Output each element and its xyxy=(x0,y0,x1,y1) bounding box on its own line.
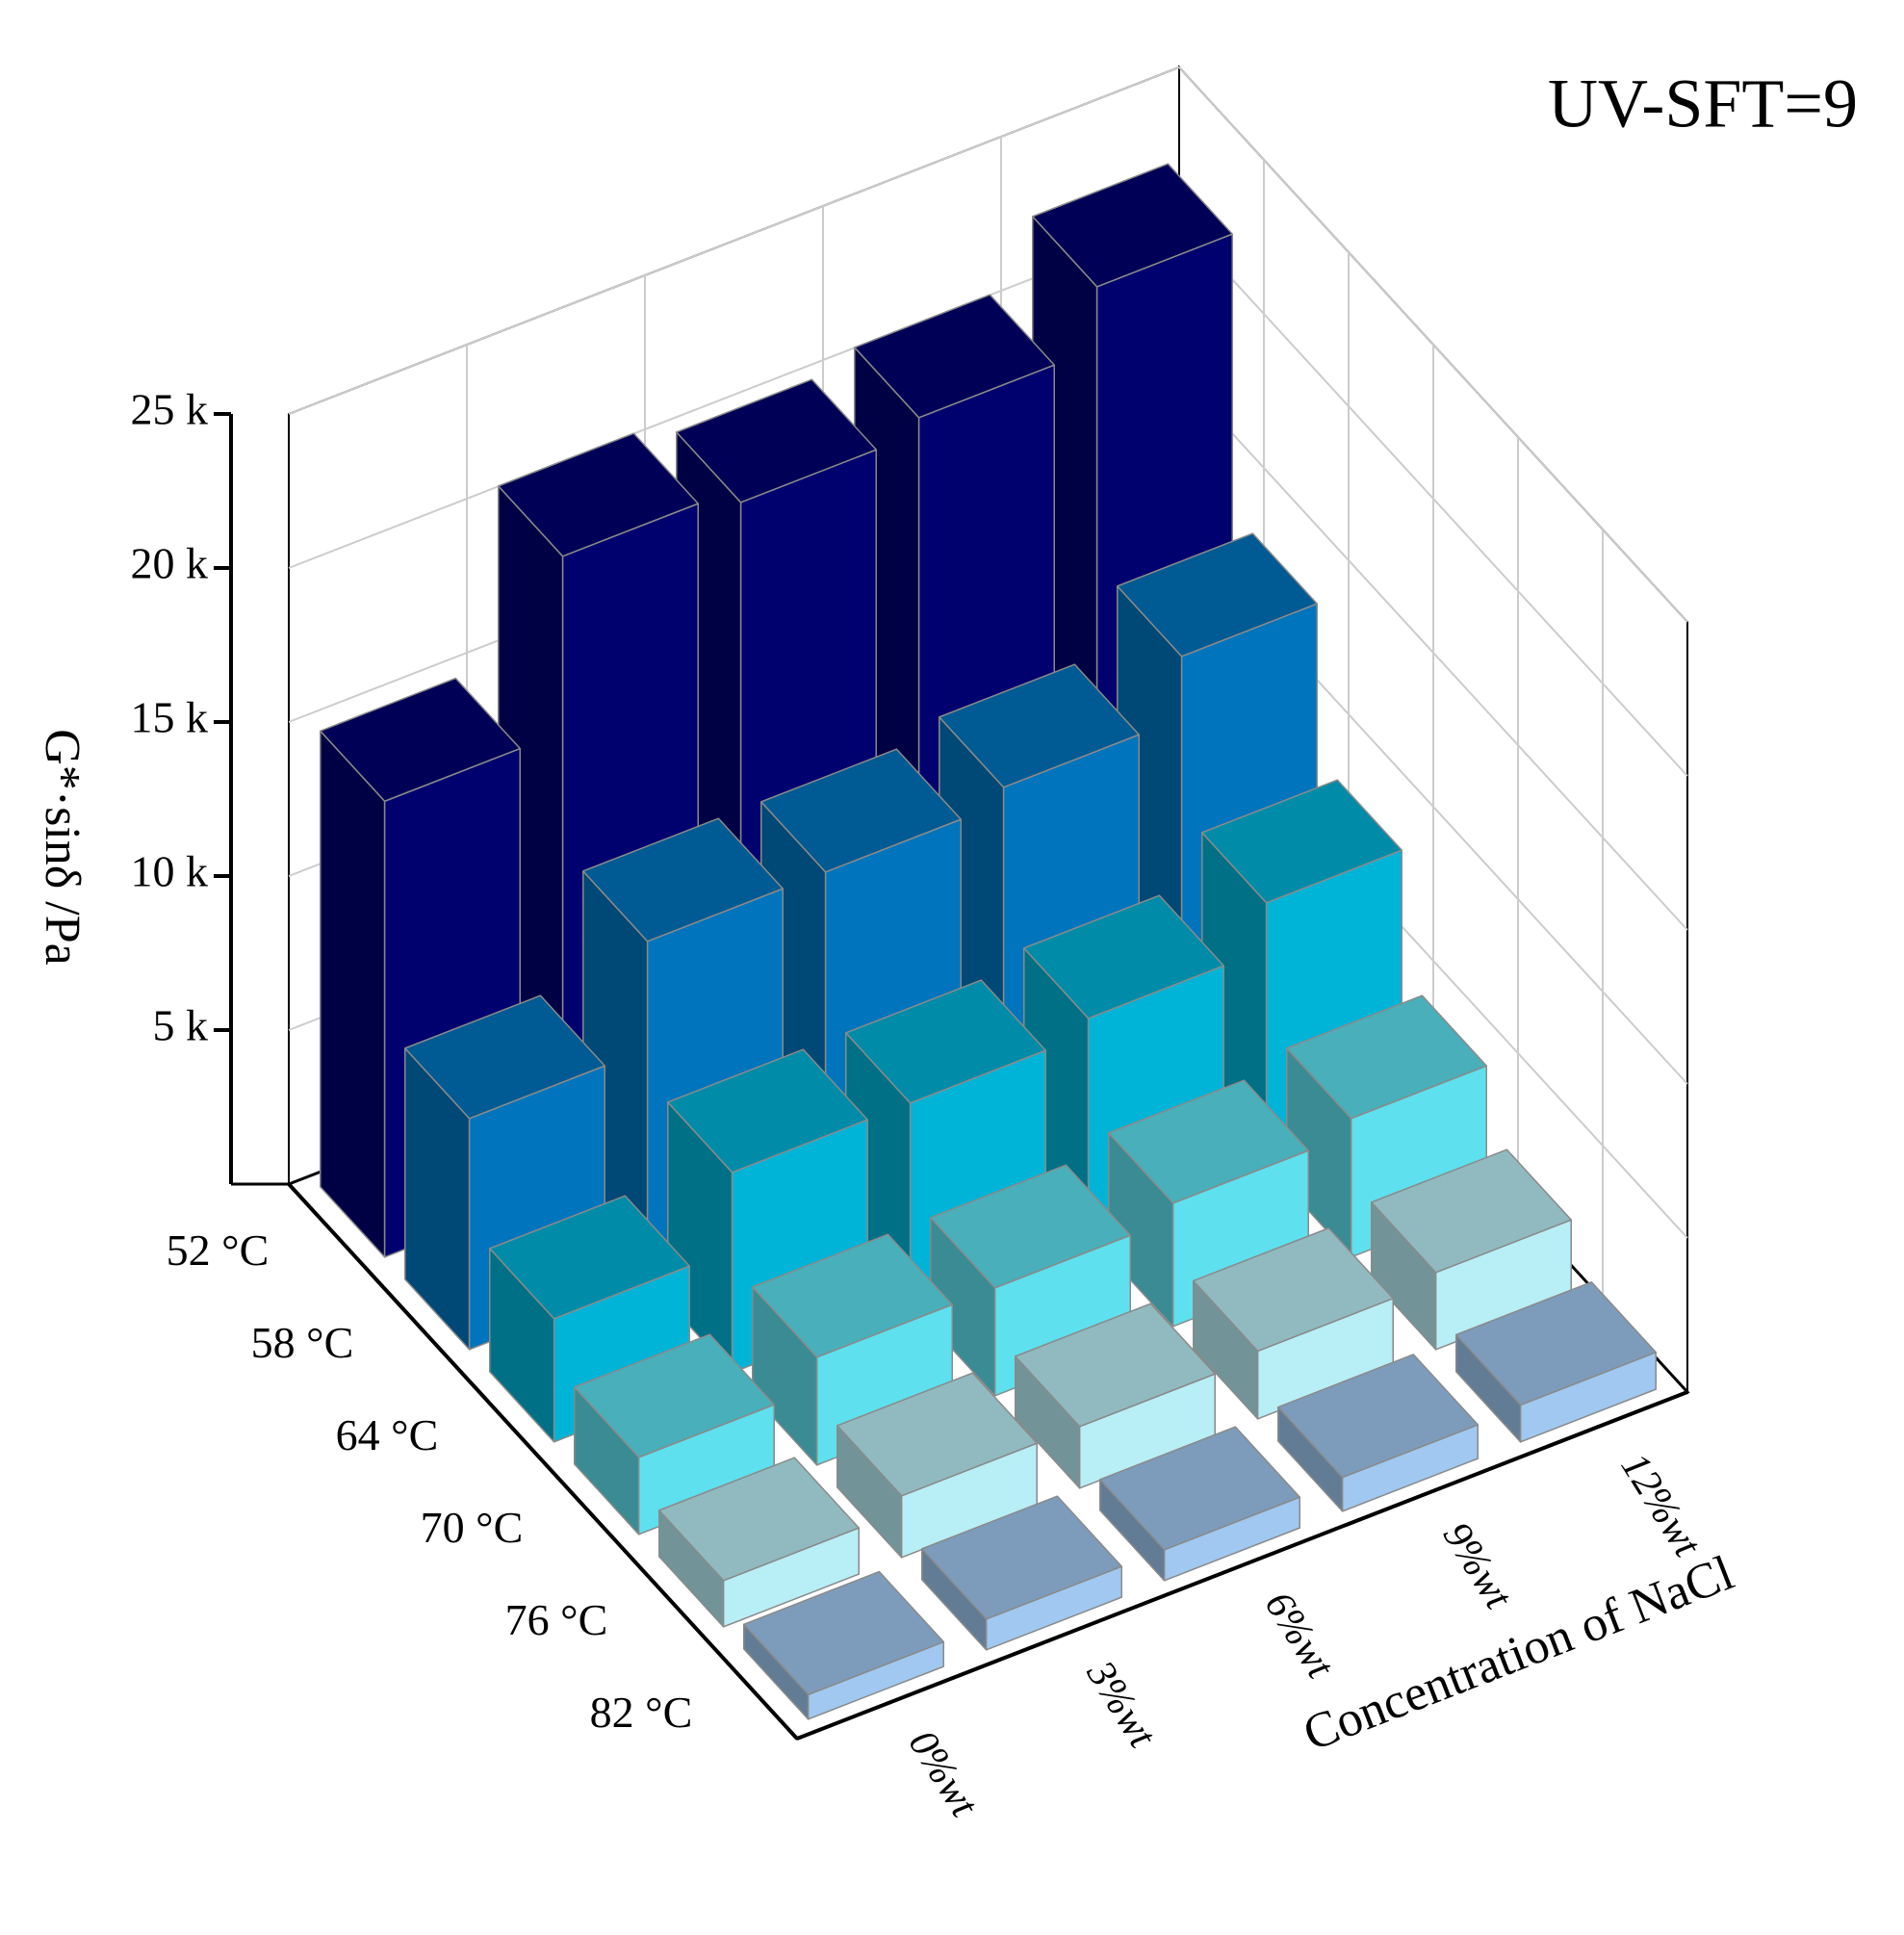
bar-top xyxy=(658,1457,860,1582)
y-tick-label: 5 k xyxy=(153,1001,209,1050)
bar xyxy=(658,1457,860,1628)
bar xyxy=(1455,1281,1657,1443)
y-axis-title: G*·sinδ /Pa xyxy=(35,729,90,966)
x-axis-title: Concentration of NaCl xyxy=(1297,1545,1741,1762)
bar-top xyxy=(1099,1426,1300,1551)
y-tick-label: 10 k xyxy=(131,847,209,896)
bar-top xyxy=(676,378,877,503)
series-label: 58 °C xyxy=(251,1318,354,1367)
bar-top xyxy=(939,663,1140,788)
bar-top xyxy=(930,1164,1131,1289)
x-tick-label: 6%wt xyxy=(1256,1585,1343,1688)
x-tick-label: 12%wt xyxy=(1612,1446,1711,1565)
bar xyxy=(1277,1354,1479,1512)
bar-top xyxy=(498,432,699,557)
bar xyxy=(1193,1227,1394,1420)
bar-top xyxy=(320,677,521,802)
bar-top xyxy=(836,1372,1038,1497)
bar xyxy=(921,1495,1122,1651)
bar-top xyxy=(404,994,605,1120)
bar-top xyxy=(574,1333,775,1458)
bar xyxy=(743,1570,944,1720)
bar-top xyxy=(1277,1354,1479,1479)
bar-top xyxy=(1286,994,1487,1120)
bar-top xyxy=(1117,532,1318,658)
series-label: 52 °C xyxy=(167,1226,270,1275)
bar xyxy=(1099,1426,1300,1582)
series-label: 76 °C xyxy=(505,1595,608,1644)
bar-top xyxy=(1193,1227,1394,1353)
y-tick-label: 25 k xyxy=(131,385,209,434)
y-tick-label: 15 k xyxy=(131,693,209,742)
bar xyxy=(404,994,605,1351)
bar-top xyxy=(1023,894,1224,1019)
bar-top xyxy=(1201,779,1402,904)
bar-top xyxy=(1455,1281,1657,1406)
bar-top xyxy=(760,748,962,873)
bar xyxy=(1015,1303,1216,1489)
bar-top xyxy=(489,1195,690,1320)
x-tick-label: 0%wt xyxy=(900,1723,987,1826)
annotation: UV-SFT=9 xyxy=(1548,65,1858,142)
series-label: 70 °C xyxy=(421,1503,524,1552)
bar-top xyxy=(582,817,784,942)
bar-top xyxy=(1032,163,1233,288)
depth-axis xyxy=(287,1182,799,1741)
bar-top xyxy=(667,1048,868,1174)
bar-top xyxy=(752,1233,953,1358)
bar-top xyxy=(1015,1303,1216,1428)
x-tick-label: 3%wt xyxy=(1077,1653,1165,1756)
bar-top xyxy=(845,979,1046,1104)
x-axis xyxy=(796,1390,1688,1741)
bar-top xyxy=(1371,1148,1572,1274)
y-tick-label: 20 k xyxy=(131,539,209,588)
x-tick-label: 9%wt xyxy=(1434,1515,1521,1618)
bar-top xyxy=(921,1495,1122,1620)
bar-top xyxy=(1108,1079,1309,1204)
bar xyxy=(836,1372,1038,1559)
grid-line xyxy=(288,65,1688,623)
series-label: 82 °C xyxy=(590,1688,693,1737)
bar-top xyxy=(854,294,1055,419)
bar xyxy=(574,1333,775,1535)
series-label: 64 °C xyxy=(336,1410,439,1459)
bar-side xyxy=(320,730,386,1258)
bar-top xyxy=(743,1570,944,1695)
